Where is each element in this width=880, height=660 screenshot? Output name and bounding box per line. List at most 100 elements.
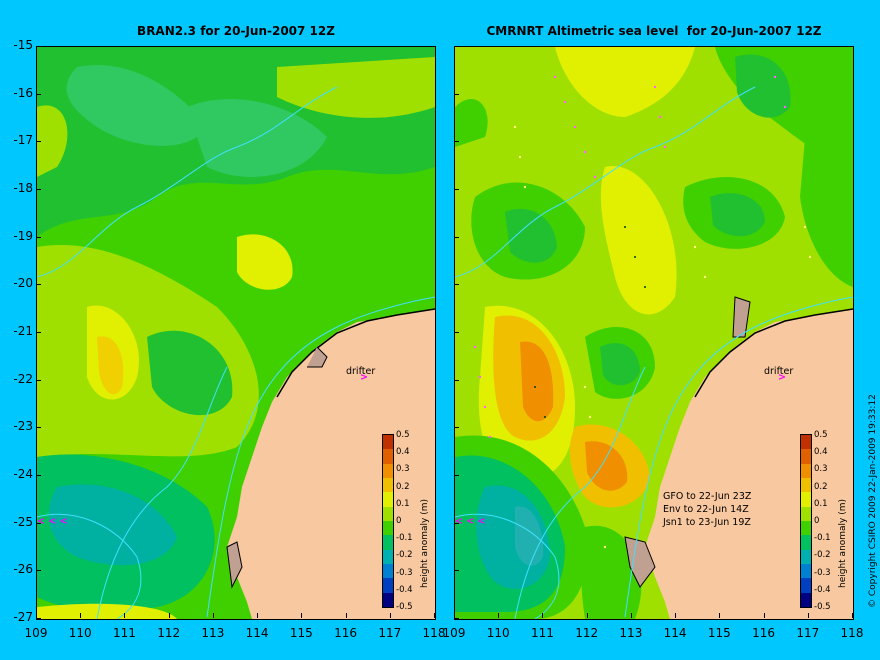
left-drifter-track-icon: < < < (37, 516, 68, 527)
colorbar-segment (383, 563, 393, 579)
copyright-text: © Copyright CSIRO 2009 22-Jan-2009 19:33… (868, 394, 878, 608)
colorbar-segment (801, 520, 811, 536)
longitude-tick-label: 118 (422, 626, 446, 640)
colorbar-segment (383, 549, 393, 564)
colorbar-segment (801, 549, 811, 564)
latitude-tick-label: -23 (13, 419, 33, 434)
colorbar-segment (383, 535, 393, 550)
colorbar-tick-label: -0.5 (814, 602, 831, 612)
longitude-tick-mark (301, 613, 303, 618)
longitude-tick-label: 118 (840, 626, 864, 640)
latitude-tick-mark (36, 332, 41, 333)
longitude-tick-mark (586, 613, 588, 618)
left-panel-title: BRAN2.3 for 20-Jun-2007 12Z (137, 24, 335, 38)
latitude-tick-mark (36, 189, 41, 190)
latitude-tick-mark (454, 284, 459, 286)
right-panel-title: CMRNRT Altimetric sea level for 20-Jun-2… (486, 24, 822, 38)
left-colorbar-title: height anomaly (m) (420, 498, 430, 588)
longitude-tick-mark (80, 613, 82, 618)
right-drifter-label: drifter (764, 366, 794, 377)
longitude-tick-mark (212, 613, 214, 618)
latitude-tick-label: -15 (13, 38, 33, 52)
latitude-tick-mark (454, 46, 459, 47)
longitude-tick-mark (345, 613, 347, 618)
longitude-tick-mark (124, 613, 126, 618)
longitude-tick-label: 112 (157, 626, 181, 640)
longitude-tick-label: 110 (68, 626, 92, 640)
colorbar-tick-label: 0.4 (396, 447, 410, 458)
right-map (454, 46, 854, 620)
colorbar-segment (383, 520, 393, 536)
longitude-tick-mark (498, 613, 500, 618)
latitude-tick-mark (454, 427, 459, 429)
colorbar-tick-label: 0.5 (396, 430, 410, 440)
left-drifter-arrow-icon: > (360, 372, 368, 383)
colorbar-tick-label: -0.2 (814, 550, 831, 561)
colorbar-tick-label: 0.1 (814, 498, 828, 509)
colorbar-tick-label: -0.1 (396, 533, 413, 544)
colorbar-segment (801, 563, 811, 579)
latitude-tick-label: -19 (13, 228, 33, 243)
left-map (36, 46, 436, 620)
colorbar-segment (383, 449, 393, 464)
colorbar-segment (801, 535, 811, 550)
longitude-tick-label: 113 (619, 626, 643, 640)
longitude-tick-label: 116 (334, 626, 357, 640)
longitude-tick-label: 111 (530, 626, 554, 640)
colorbar-tick-label: 0.3 (814, 464, 828, 475)
colorbar-segment (801, 463, 811, 478)
latitude-tick-mark (454, 141, 459, 143)
latitude-tick-label: -16 (13, 85, 33, 100)
latitude-tick-mark (454, 618, 459, 619)
satellite-line-3: Jsn1 to 23-Jun 19Z (663, 517, 751, 528)
latitude-tick-mark (454, 236, 459, 238)
left-map-svg (37, 47, 435, 619)
longitude-tick-mark (434, 613, 435, 618)
latitude-tick-label: -17 (13, 133, 33, 148)
longitude-tick-mark (454, 613, 455, 618)
colorbar-tick-label: -0.5 (396, 602, 413, 612)
satellite-line-1: GFO to 22-Jun 23Z (663, 491, 752, 502)
colorbar-tick-label: 0.3 (396, 464, 410, 475)
latitude-tick-mark (454, 332, 459, 333)
colorbar-segment (383, 506, 393, 521)
longitude-tick-label: 115 (289, 626, 313, 640)
colorbar-segment (383, 463, 393, 478)
latitude-tick-label: -25 (13, 514, 33, 529)
colorbar-segment (801, 492, 811, 507)
colorbar-segment (383, 477, 393, 493)
colorbar-tick-label: -0.3 (396, 567, 413, 578)
colorbar-tick-label: -0.2 (396, 550, 413, 561)
longitude-tick-label: 114 (663, 626, 687, 640)
longitude-tick-label: 109 (442, 626, 466, 640)
longitude-tick-mark (675, 613, 677, 618)
latitude-tick-mark (36, 284, 41, 286)
right-map-svg (455, 47, 853, 619)
longitude-tick-label: 110 (486, 626, 510, 640)
longitude-tick-label: 115 (707, 626, 731, 640)
colorbar-tick-label: 0.5 (814, 430, 828, 440)
colorbar-segment (801, 578, 811, 593)
latitude-tick-mark (36, 379, 41, 381)
colorbar-segment (801, 477, 811, 493)
longitude-tick-label: 114 (245, 626, 269, 640)
right-colorbar (800, 434, 812, 608)
longitude-tick-label: 117 (796, 626, 820, 640)
longitude-tick-mark (763, 613, 765, 618)
latitude-tick-mark (36, 141, 41, 143)
colorbar-segment (801, 592, 811, 607)
latitude-tick-mark (454, 570, 459, 572)
latitude-tick-mark (454, 379, 459, 381)
longitude-tick-mark (852, 613, 853, 618)
longitude-tick-mark (630, 613, 632, 618)
latitude-tick-mark (454, 189, 459, 190)
colorbar-tick-label: 0.4 (814, 447, 828, 458)
satellite-line-2: Env to 22-Jun 14Z (663, 504, 749, 515)
colorbar-tick-label: 0 (396, 516, 402, 526)
colorbar-tick-label: 0.1 (396, 498, 410, 509)
latitude-tick-mark (454, 475, 459, 476)
colorbar-segment (801, 449, 811, 464)
longitude-tick-label: 111 (112, 626, 136, 640)
latitude-tick-mark (36, 570, 41, 572)
left-drifter-label: drifter (346, 366, 376, 377)
